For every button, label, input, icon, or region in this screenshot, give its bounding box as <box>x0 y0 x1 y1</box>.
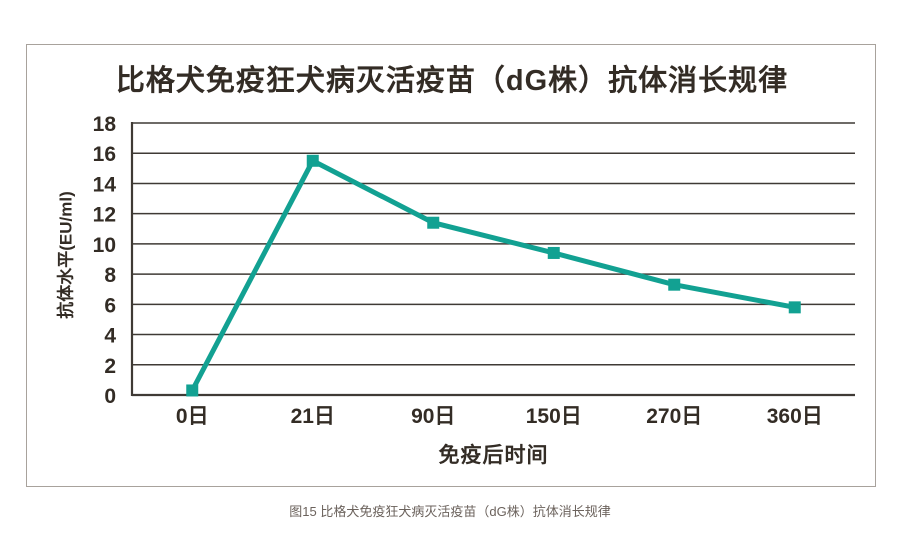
figure-caption: 图15 比格犬免疫狂犬病灭活疫苗（dG株）抗体消长规律 <box>289 504 611 519</box>
y-tick-label: 0 <box>104 385 116 408</box>
y-tick-label: 18 <box>93 113 117 136</box>
x-tick-label: 270日 <box>646 405 702 428</box>
y-tick-label: 12 <box>93 204 116 227</box>
y-tick-label: 16 <box>93 143 116 166</box>
x-tick-label: 0日 <box>176 405 209 428</box>
y-tick-label: 8 <box>104 264 116 287</box>
y-tick-label: 6 <box>104 294 116 317</box>
x-tick-label: 21日 <box>291 405 335 428</box>
y-tick-label: 10 <box>93 234 116 257</box>
data-point-marker <box>186 384 199 397</box>
x-tick-label: 150日 <box>526 405 582 428</box>
x-tick-label: 90日 <box>411 405 455 428</box>
data-point-marker <box>306 154 319 167</box>
series-line <box>190 157 796 392</box>
chart-border <box>26 44 876 487</box>
y-tick-label: 2 <box>104 355 116 378</box>
y-tick-label: 4 <box>104 325 116 348</box>
chart-title: 比格犬免疫狂犬病灭活疫苗（dG株）抗体消长规律 <box>115 65 789 97</box>
x-axis-title: 免疫后时间 <box>438 444 549 467</box>
data-point-marker <box>547 246 560 259</box>
data-point-marker <box>427 216 440 229</box>
x-tick-label: 360日 <box>767 405 823 428</box>
y-tick-label: 14 <box>93 173 117 196</box>
data-point-marker <box>668 278 681 291</box>
data-point-marker <box>788 301 801 314</box>
